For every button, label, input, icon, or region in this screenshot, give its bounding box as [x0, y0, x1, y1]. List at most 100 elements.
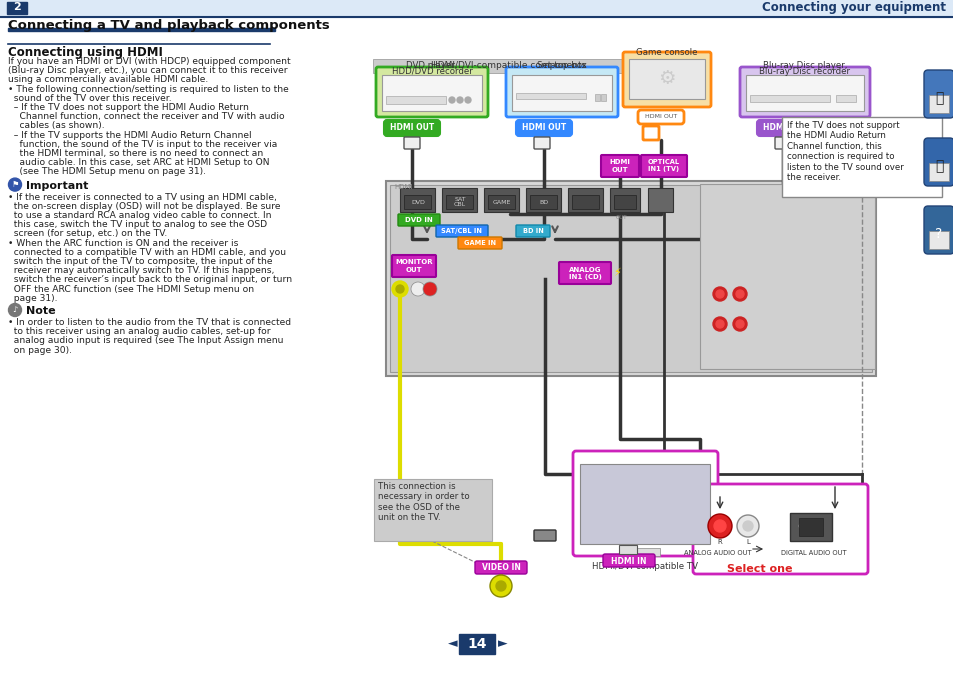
Circle shape: [735, 290, 743, 298]
FancyBboxPatch shape: [600, 155, 639, 177]
FancyBboxPatch shape: [392, 255, 436, 277]
Circle shape: [737, 515, 759, 537]
Text: OUT: OUT: [616, 215, 627, 220]
Circle shape: [456, 97, 462, 103]
Text: Connecting your equipment: Connecting your equipment: [761, 1, 945, 14]
Text: cables (as shown).: cables (as shown).: [8, 121, 105, 130]
Text: receiver may automatically switch to TV. If this happens,: receiver may automatically switch to TV.…: [8, 266, 274, 275]
Bar: [441, 188, 476, 212]
Text: Blu-ray Disc recorder: Blu-ray Disc recorder: [759, 67, 850, 76]
Text: • The following connection/setting is required to listen to the: • The following connection/setting is re…: [8, 85, 289, 94]
Text: analog audio input is required (see The Input Assign menu: analog audio input is required (see The …: [8, 336, 283, 345]
FancyBboxPatch shape: [740, 67, 869, 117]
Text: HDMI OUT: HDMI OUT: [762, 123, 806, 133]
Bar: [579, 464, 709, 544]
FancyBboxPatch shape: [397, 214, 439, 226]
Bar: [567, 188, 602, 212]
Bar: [525, 188, 560, 212]
Text: on page 30).: on page 30).: [8, 346, 71, 355]
Text: ►: ►: [497, 638, 507, 650]
Bar: [789, 513, 831, 541]
Bar: [628, 59, 704, 99]
Bar: [516, 93, 585, 99]
FancyBboxPatch shape: [475, 561, 526, 574]
Circle shape: [392, 281, 408, 297]
Text: ANALOG
IN1 (CD): ANALOG IN1 (CD): [568, 266, 600, 280]
Text: DVD: DVD: [411, 200, 424, 204]
Text: VIDEO IN: VIDEO IN: [481, 563, 520, 572]
Text: ♪: ♪: [12, 305, 18, 315]
Text: audio cable. In this case, set ARC at HDMI Setup to ON: audio cable. In this case, set ARC at HD…: [8, 158, 269, 167]
Bar: [386, 96, 446, 104]
Circle shape: [732, 317, 746, 331]
Bar: [390, 185, 871, 372]
Text: DVD IN: DVD IN: [405, 217, 433, 223]
Text: DIGITAL AUDIO OUT: DIGITAL AUDIO OUT: [781, 550, 846, 556]
Bar: [373, 59, 644, 73]
Circle shape: [716, 320, 723, 328]
Text: screen (for setup, etc.) on the TV.: screen (for setup, etc.) on the TV.: [8, 229, 167, 239]
Text: Blu-ray Disc player,: Blu-ray Disc player,: [762, 61, 846, 70]
FancyBboxPatch shape: [384, 120, 439, 136]
Text: this case, switch the TV input to analog to see the OSD: this case, switch the TV input to analog…: [8, 220, 267, 229]
Bar: [609, 188, 639, 212]
FancyBboxPatch shape: [692, 484, 867, 574]
Circle shape: [422, 282, 436, 296]
Bar: [600, 94, 605, 101]
Circle shape: [490, 575, 512, 597]
Bar: [399, 188, 435, 212]
Text: OPTICAL: OPTICAL: [797, 524, 823, 530]
Text: connected to a compatible TV with an HDMI cable, and you: connected to a compatible TV with an HDM…: [8, 248, 286, 257]
Bar: [530, 195, 557, 209]
Circle shape: [735, 320, 743, 328]
Text: SAT
CBL: SAT CBL: [454, 197, 466, 208]
Bar: [835, 95, 855, 102]
Text: (Blu-ray Disc player, etc.), you can connect it to this receiver: (Blu-ray Disc player, etc.), you can con…: [8, 66, 287, 75]
Bar: [631, 548, 659, 556]
Text: DVD player,: DVD player,: [406, 61, 457, 70]
Bar: [749, 95, 829, 102]
Bar: [483, 188, 518, 212]
FancyBboxPatch shape: [534, 137, 550, 149]
Circle shape: [732, 287, 746, 301]
Text: HDMI OUT: HDMI OUT: [390, 123, 434, 133]
Bar: [446, 195, 473, 209]
Bar: [618, 545, 637, 554]
Bar: [745, 75, 863, 111]
Text: BD: BD: [538, 200, 548, 204]
Bar: [700, 184, 874, 369]
Text: BD IN: BD IN: [522, 228, 543, 234]
Circle shape: [9, 303, 22, 317]
Text: Select one: Select one: [726, 564, 792, 574]
Text: OFF the ARC function (see The HDMI Setup menu on: OFF the ARC function (see The HDMI Setup…: [8, 284, 253, 294]
Text: HDMI: HDMI: [394, 184, 412, 190]
Text: switch the receiver’s input back to the original input, or turn: switch the receiver’s input back to the …: [8, 276, 292, 284]
FancyBboxPatch shape: [622, 52, 710, 107]
Bar: [928, 163, 948, 181]
Text: Connecting using HDMI: Connecting using HDMI: [8, 46, 163, 59]
Text: (see The HDMI Setup menu on page 31).: (see The HDMI Setup menu on page 31).: [8, 167, 206, 177]
Text: – If the TV supports the HDMI Audio Return Channel: – If the TV supports the HDMI Audio Retu…: [8, 131, 252, 140]
Text: ANALOG AUDIO OUT: ANALOG AUDIO OUT: [683, 550, 751, 556]
FancyBboxPatch shape: [436, 225, 488, 237]
Text: the HDMI terminal, so there is no need to connect an: the HDMI terminal, so there is no need t…: [8, 149, 263, 158]
FancyBboxPatch shape: [640, 155, 686, 177]
FancyBboxPatch shape: [505, 67, 618, 117]
Bar: [928, 95, 948, 113]
FancyBboxPatch shape: [757, 120, 812, 136]
Circle shape: [496, 581, 505, 591]
FancyBboxPatch shape: [923, 138, 953, 186]
Text: 🔌: 🔌: [934, 159, 943, 173]
Text: page 31).: page 31).: [8, 294, 57, 303]
FancyBboxPatch shape: [375, 67, 488, 117]
Text: ⚡: ⚡: [613, 268, 620, 278]
Circle shape: [716, 290, 723, 298]
FancyBboxPatch shape: [403, 137, 419, 149]
Text: GAME IN: GAME IN: [463, 240, 496, 246]
Text: Connecting a TV and playback components: Connecting a TV and playback components: [8, 18, 330, 32]
Circle shape: [9, 178, 22, 191]
Text: MONITOR
OUT: MONITOR OUT: [395, 259, 433, 272]
Bar: [458, 634, 495, 654]
Bar: [386, 181, 875, 376]
Text: Important: Important: [26, 181, 89, 191]
